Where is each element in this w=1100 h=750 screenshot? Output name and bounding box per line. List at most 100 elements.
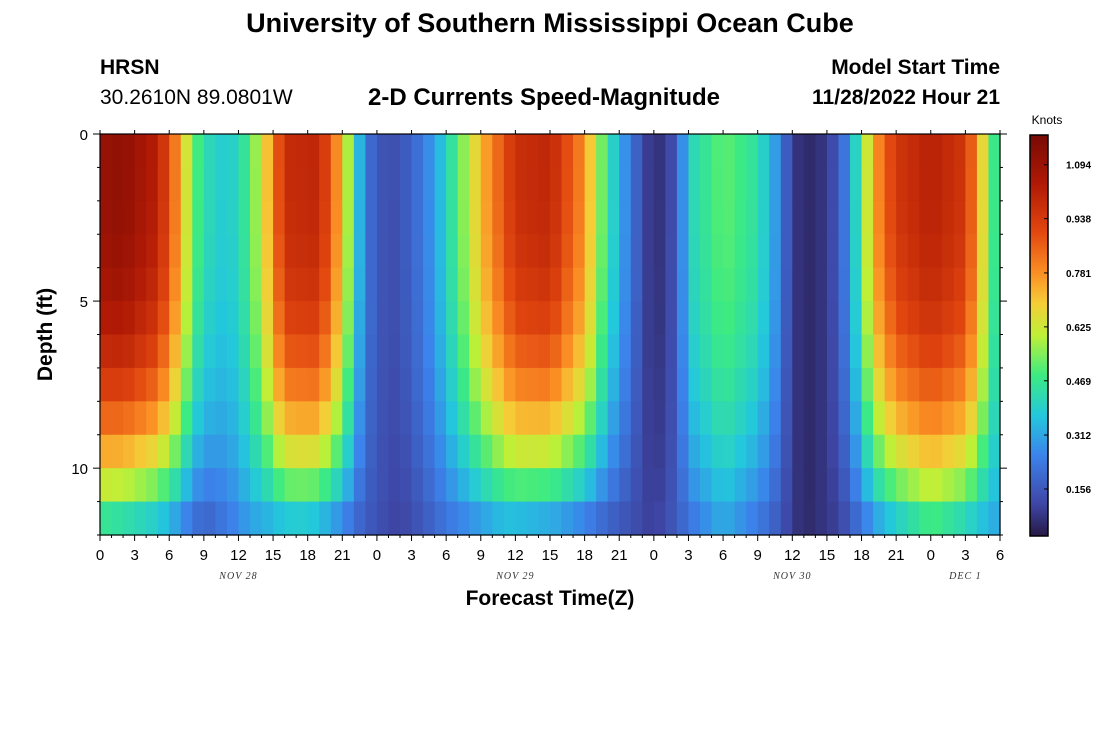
heatmap-cell [953, 234, 966, 269]
heatmap-cell [353, 401, 366, 436]
heatmap-cell [965, 200, 978, 235]
heatmap-cell [342, 134, 355, 169]
heatmap-cell [642, 468, 655, 503]
heatmap-cell [930, 134, 943, 169]
heatmap-cell [180, 301, 193, 336]
heatmap-cell [873, 167, 886, 202]
heatmap-cell [688, 301, 701, 336]
heatmap-cell [434, 501, 447, 536]
heatmap-cell [180, 334, 193, 369]
heatmap-cell [330, 234, 343, 269]
heatmap-cell [134, 200, 147, 235]
heatmap-cell [700, 468, 713, 503]
heatmap-cell [838, 367, 851, 402]
heatmap-cell [550, 234, 563, 269]
heatmap-cell [400, 468, 413, 503]
heatmap-cell [100, 434, 113, 469]
heatmap-cell [434, 301, 447, 336]
heatmap-cell [838, 434, 851, 469]
heatmap-cell [423, 367, 436, 402]
heatmap-cell [919, 301, 932, 336]
heatmap-cell [307, 401, 320, 436]
heatmap-cell [976, 401, 990, 436]
heatmap-cell [423, 301, 436, 336]
heatmap-cell [953, 267, 966, 302]
heatmap-cell [942, 200, 955, 235]
heatmap-cell [688, 134, 701, 169]
heatmap-cell [538, 200, 551, 235]
heatmap-cell [284, 501, 297, 536]
heatmap-cell [296, 301, 309, 336]
heatmap-cell [388, 134, 401, 169]
heatmap-cell [607, 267, 620, 302]
heatmap-cell [561, 334, 574, 369]
heatmap-cell [850, 234, 863, 269]
heatmap-cell [215, 301, 228, 336]
heatmap-cell [930, 367, 943, 402]
heatmap-cell [203, 434, 216, 469]
heatmap-cell [376, 501, 390, 536]
heatmap-cell [884, 301, 897, 336]
heatmap-cell [192, 468, 205, 503]
heatmap-cell [861, 301, 874, 336]
heatmap-cell [365, 434, 378, 469]
heatmap-cell [861, 501, 874, 536]
heatmap-cell [734, 301, 747, 336]
heatmap-cell [226, 334, 240, 369]
heatmap-cell [423, 200, 436, 235]
heatmap-cell [480, 200, 493, 235]
heatmap-cell [226, 501, 240, 536]
heatmap-cell [250, 367, 263, 402]
heatmap-cell [457, 234, 470, 269]
heatmap-cell [457, 434, 470, 469]
heatmap-cell [803, 301, 816, 336]
heatmap-cell [469, 200, 482, 235]
heatmap-cell [480, 434, 493, 469]
heatmap-cell [238, 401, 251, 436]
heatmap-cell [792, 167, 805, 202]
heatmap-cell [446, 334, 459, 369]
heatmap-cell [676, 134, 690, 169]
heatmap-cell [896, 367, 909, 402]
colorbar-gradient [1029, 134, 1049, 537]
heatmap-cell [111, 200, 124, 235]
heatmap-cell [273, 367, 286, 402]
heatmap-cell [250, 468, 263, 503]
heatmap-cell [942, 334, 955, 369]
heatmap-cell [896, 267, 909, 302]
heatmap-cell [873, 334, 886, 369]
heatmap-cell [757, 267, 770, 302]
heatmap-cell [526, 301, 540, 336]
heatmap-cell [550, 134, 563, 169]
heatmap-cell [838, 301, 851, 336]
chart-subtitle: 2-D Currents Speed-Magnitude [368, 84, 721, 111]
heatmap-cell [746, 367, 759, 402]
heatmap-cell [492, 501, 505, 536]
heatmap-cell [815, 468, 828, 503]
heatmap-cell [457, 200, 470, 235]
colorbar-unit-label: Knots [1032, 113, 1063, 127]
heatmap-cell [226, 367, 240, 402]
heatmap-cell [100, 200, 113, 235]
heatmap-cell [630, 501, 643, 536]
heatmap-cell [192, 434, 205, 469]
heatmap-cell [365, 134, 378, 169]
heatmap-cell [930, 334, 943, 369]
heatmap-cell [769, 367, 782, 402]
heatmap-cell [988, 134, 1001, 169]
heatmap-cell [446, 468, 459, 503]
heatmap-cell [180, 134, 193, 169]
heatmap-cell [676, 468, 690, 503]
heatmap-cell [538, 334, 551, 369]
heatmap-cell [757, 468, 770, 503]
heatmap-cell [238, 334, 251, 369]
x-tick-label: 0 [927, 547, 935, 564]
colorbar-tick-label: 0.938 [1066, 215, 1091, 226]
heatmap-cell [907, 367, 920, 402]
heatmap-cell [226, 301, 240, 336]
heatmap-cell [100, 468, 113, 503]
heatmap-cell [273, 334, 286, 369]
heatmap-cell [192, 134, 205, 169]
heatmap-cell [596, 434, 609, 469]
heatmap-cell [411, 234, 424, 269]
